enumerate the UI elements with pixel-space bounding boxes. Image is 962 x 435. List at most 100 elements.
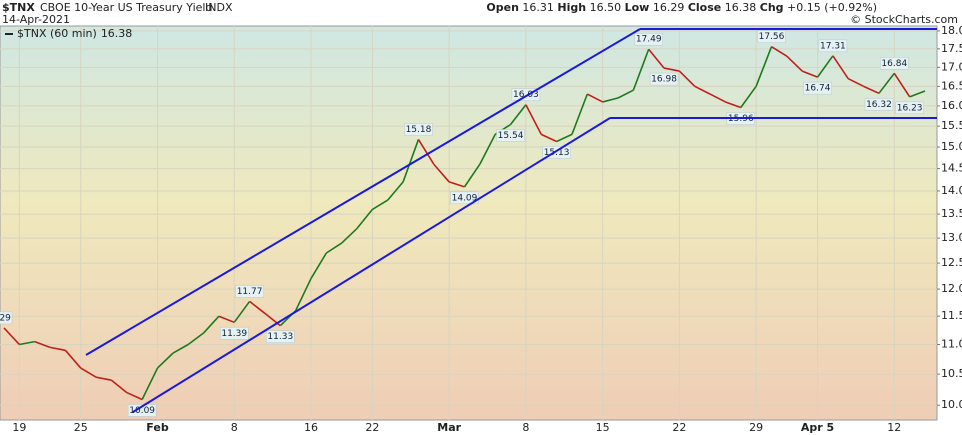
y-tick-label: 11.5: [941, 309, 962, 322]
line-segment: [187, 332, 205, 346]
line-segment: [448, 181, 465, 188]
label: High: [557, 1, 586, 14]
x-tick-label: 19: [12, 421, 26, 434]
value-label: 15.13: [544, 148, 570, 158]
copyright: © StockCharts.com: [850, 13, 958, 26]
line-segment: [816, 55, 834, 78]
x-tick-label: 16: [304, 421, 318, 434]
ohlc: Open 16.31 High 16.50 Low 16.29 Close 16…: [486, 1, 877, 14]
x-tick-label: 22: [672, 421, 686, 434]
line-segment: [525, 104, 542, 135]
value-label-box: [266, 330, 295, 343]
line-segment: [847, 77, 864, 88]
line-segment: [249, 300, 266, 315]
line-segment: [909, 90, 926, 98]
x-tick-label: Feb: [146, 421, 169, 434]
y-tick-label: 15.5: [941, 119, 962, 132]
security-name: CBOE 10-Year US Treasury Yield: [40, 1, 212, 14]
legend-value: 16.38: [101, 27, 133, 40]
y-tick-label: 14.0: [941, 184, 962, 197]
value-label: 11.29: [0, 313, 11, 323]
value: 16.38: [725, 1, 757, 14]
line-segment: [356, 208, 374, 229]
y-tick-label: 10.5: [941, 367, 962, 380]
line-segment: [678, 70, 696, 87]
line-segment: [479, 134, 496, 165]
value: 16.50: [590, 1, 622, 14]
label: Low: [625, 1, 650, 14]
x-tick-label: 8: [522, 421, 529, 434]
value-label-box: [450, 191, 479, 205]
line-segment: [310, 252, 328, 279]
value: +0.15 (+0.92%): [787, 1, 877, 14]
line-segment: [893, 72, 911, 98]
line-segment: [141, 367, 159, 400]
line-segment: [49, 346, 66, 352]
line-segment: [617, 89, 634, 99]
x-tick-label: Mar: [437, 421, 461, 434]
line-segment: [3, 327, 20, 346]
line-segment: [586, 93, 604, 103]
line-segment: [218, 315, 235, 324]
line-segment: [602, 97, 619, 103]
x-tick-label: 22: [365, 421, 379, 434]
value-label: 16.84: [881, 59, 907, 69]
line-segment: [863, 85, 880, 95]
line-segment: [156, 352, 174, 369]
x-tick-label: 15: [596, 421, 610, 434]
trend-line: [85, 28, 641, 356]
line-segment: [402, 139, 420, 183]
value-label-box: [864, 98, 894, 111]
plot-area: [0, 25, 938, 421]
line-segment: [694, 85, 711, 95]
value-label-box: [496, 129, 525, 142]
line-segment: [632, 48, 650, 91]
y-tick-label: 12.0: [941, 282, 962, 295]
value-label: 16.74: [805, 84, 831, 94]
value: 16.29: [653, 1, 685, 14]
trend-channel: [85, 28, 937, 413]
y-tick-label: 13.5: [941, 207, 962, 220]
value-label: 16.98: [651, 75, 677, 85]
y-tick-label: 12.5: [941, 256, 962, 269]
line-segment: [417, 139, 435, 165]
y-tick-label: 16.0: [941, 99, 962, 112]
value: 16.31: [522, 1, 554, 14]
value-label: 10.09: [129, 406, 155, 416]
y-tick-label: 16.5: [941, 79, 962, 92]
value-label-box: [803, 81, 832, 95]
line-segment: [233, 300, 251, 323]
line-segment: [387, 181, 404, 201]
line-segment: [878, 72, 895, 94]
value-label: 17.49: [636, 35, 662, 45]
y-tick-label: 11.0: [941, 337, 962, 350]
value-label: 17.56: [759, 32, 785, 42]
line-segment: [648, 48, 665, 69]
line-segment: [34, 340, 51, 349]
value-label-box: [757, 30, 786, 43]
line-segment: [832, 55, 849, 80]
value-label-box: [235, 285, 264, 298]
line-segment: [556, 133, 573, 143]
value-label-box: [895, 101, 924, 115]
label: Close: [688, 1, 721, 14]
line-segment: [801, 70, 818, 78]
y-tick-label: 17.5: [941, 42, 962, 55]
legend: $TNX (60 min) 16.38: [5, 27, 132, 40]
value-label-box: [649, 72, 679, 86]
value-label: 17.31: [820, 41, 846, 51]
value-label: 15.96: [728, 114, 754, 124]
line-segment: [325, 242, 343, 254]
line-segment: [663, 67, 680, 72]
trend-line: [132, 117, 611, 413]
line-segment: [540, 133, 557, 143]
value-label-box: [0, 311, 13, 325]
date: 14-Apr-2021: [2, 13, 70, 26]
exchange: INDX: [205, 1, 233, 14]
line-segment: [771, 46, 788, 57]
line-segment: [341, 227, 358, 244]
value-label-box: [404, 123, 433, 136]
x-tick-label: 8: [231, 421, 238, 434]
x-tick-label: Apr 5: [801, 421, 834, 434]
